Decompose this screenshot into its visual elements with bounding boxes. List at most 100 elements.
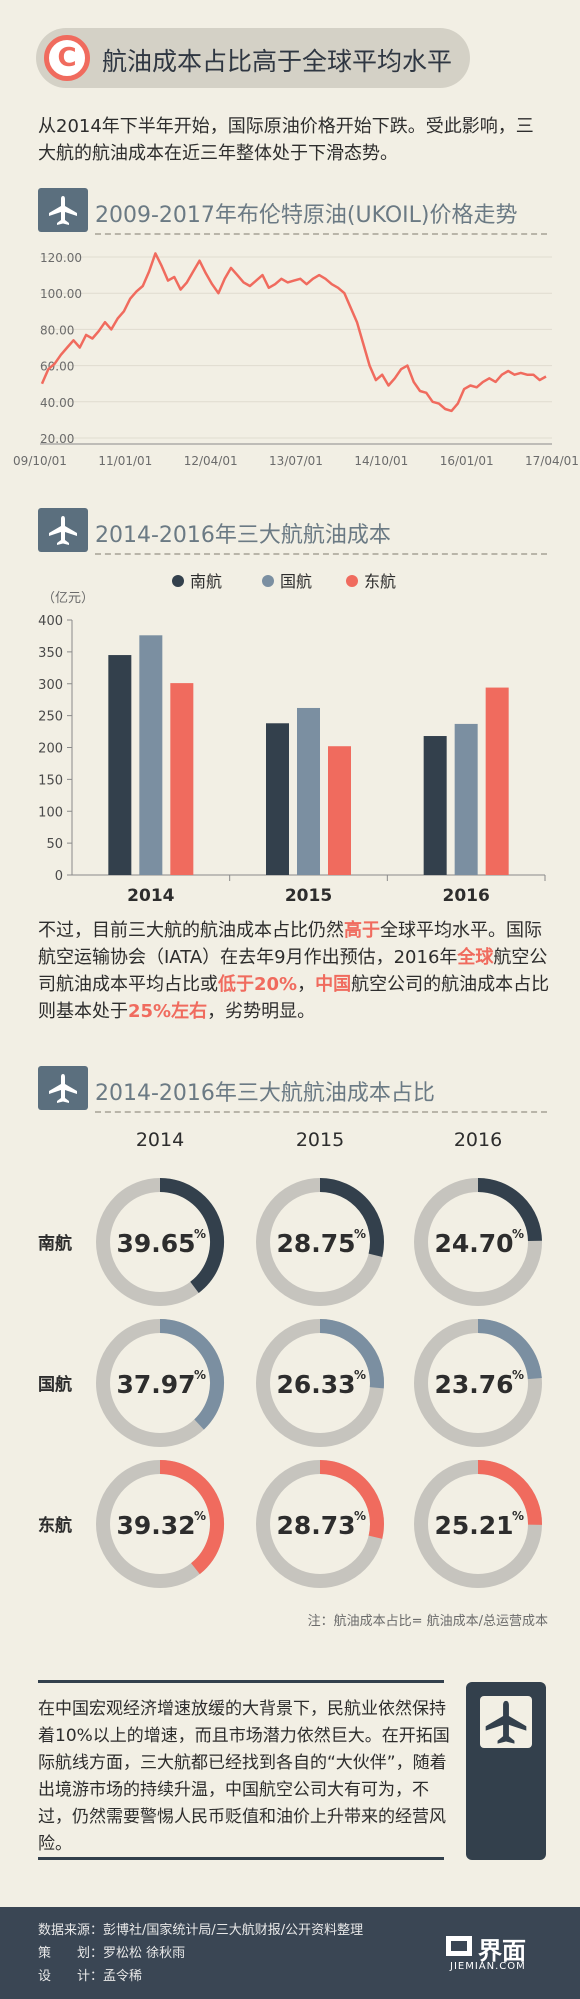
share-unit: % [512, 1509, 524, 1523]
legend-label: 东航 [364, 572, 396, 591]
y-tick-label: 350 [38, 646, 63, 661]
donut-arc [477, 1460, 543, 1525]
share-value: 28.75 [276, 1229, 355, 1258]
donut-arc [319, 1178, 384, 1257]
share-unit: % [512, 1368, 524, 1382]
legend-marker [346, 575, 358, 587]
y-tick-label: 100 [38, 805, 63, 820]
share-unit: % [354, 1509, 366, 1523]
bar [454, 723, 478, 875]
x-tick-label: 11/01/01 [98, 454, 152, 468]
y-tick-label: 400 [38, 614, 63, 629]
category-label: 2014 [127, 886, 174, 905]
footer: 数据来源：彭博社/国家统计局/三大航财报/公开资料整理 策 划：罗松松 徐秋雨 … [0, 1907, 580, 1999]
oil-price-chart: 120.00100.0080.0060.0040.0020.0009/10/01… [13, 251, 579, 468]
category-label: 2016 [443, 886, 490, 905]
section-divider [95, 233, 547, 235]
copyright-badge-icon: C [44, 35, 90, 81]
year-label: 2014 [136, 1129, 184, 1151]
donut-arc [477, 1319, 542, 1380]
share-value: 26.33 [276, 1370, 355, 1399]
logo-mark-icon [446, 1936, 472, 1956]
x-tick-label: 14/10/01 [354, 454, 408, 468]
share-unit: % [354, 1227, 366, 1241]
x-tick-label: 13/07/01 [269, 454, 323, 468]
donut-arc [159, 1178, 224, 1293]
bar [108, 655, 132, 875]
bar [266, 723, 289, 875]
airplane-icon [38, 188, 88, 232]
year-label: 2016 [454, 1129, 502, 1151]
y-axis-unit: （亿元） [42, 591, 94, 606]
planner-credit: 策 划：罗松松 徐秋雨 [38, 1946, 186, 1961]
analysis-paragraph: 不过，目前三大航的航油成本占比仍然高于全球平均水平。国际航空运输协会（IATA）… [38, 920, 550, 1022]
share-value: 37.97 [116, 1370, 195, 1399]
y-tick-label: 80.00 [40, 323, 74, 337]
donut-arc [159, 1319, 224, 1430]
box-rule-bottom [38, 1857, 444, 1860]
bar [297, 707, 320, 875]
y-tick-label: 20.00 [40, 432, 74, 446]
legend-marker [262, 575, 274, 587]
y-tick-label: 100.00 [40, 287, 82, 301]
jiemian-logo[interactable]: 界面 JIEMIAN.COM [444, 1931, 554, 1972]
logo-text: 界面 [478, 1937, 526, 1965]
x-tick-label: 09/10/01 [13, 454, 67, 468]
y-tick-label: 40.00 [40, 396, 74, 410]
fuel-cost-bar-chart: 南航 国航 东航 （亿元） 400 350 300 250 200 150 100 50 0 2014 20… [38, 572, 546, 905]
share-unit: % [194, 1368, 206, 1382]
x-tick-label: 16/01/01 [440, 454, 494, 468]
donut-arc [477, 1178, 542, 1242]
section-divider [95, 553, 547, 555]
y-tick-label: 120.00 [40, 251, 82, 265]
bar [328, 746, 351, 875]
share-value: 39.65 [116, 1229, 195, 1258]
y-tick-label: 50 [46, 837, 63, 852]
bar [423, 736, 447, 875]
share-value: 23.76 [434, 1370, 513, 1399]
oil-section-title: 2009-2017年布伦特原油(UKOIL)价格走势 [95, 203, 518, 228]
y-tick-label: 0 [55, 869, 63, 884]
share-value: 39.32 [116, 1511, 195, 1540]
section-divider [95, 1111, 547, 1113]
y-tick-label: 300 [38, 678, 63, 693]
airplane-icon [466, 1682, 546, 1860]
share-section-title: 2014-2016年三大航航油成本占比 [95, 1081, 435, 1106]
share-unit: % [354, 1368, 366, 1382]
share-unit: % [194, 1509, 206, 1523]
legend-marker [172, 575, 184, 587]
closing-text: 在中国宏观经济增速放缓的大背景下，民航业依然保持着10%以上的增速，而且市场潜力… [38, 1699, 450, 1854]
share-value: 25.21 [434, 1511, 513, 1540]
share-unit: % [194, 1227, 206, 1241]
x-tick-label: 12/04/01 [184, 454, 238, 468]
airline-label: 东航 [38, 1515, 72, 1536]
year-label: 2015 [296, 1129, 344, 1151]
bar [139, 635, 163, 875]
share-value: 24.70 [434, 1229, 513, 1258]
x-tick-label: 17/04/01 [525, 454, 579, 468]
designer-credit: 设 计：孟令稀 [38, 1969, 143, 1984]
donut-arc [319, 1319, 384, 1389]
box-rule-top [38, 1680, 444, 1683]
donut-arc [319, 1460, 384, 1539]
y-tick-label: 200 [38, 742, 63, 757]
airline-label: 国航 [38, 1374, 72, 1395]
page-title: 航油成本占比高于全球平均水平 [102, 47, 453, 76]
category-label: 2015 [285, 886, 332, 905]
series-line [40, 252, 547, 413]
data-source: 数据来源：彭博社/国家统计局/三大航财报/公开资料整理 [38, 1923, 364, 1938]
share-unit: % [512, 1227, 524, 1241]
legend-label: 国航 [280, 572, 312, 591]
legend-label: 南航 [190, 572, 222, 591]
share-value: 28.73 [276, 1511, 355, 1540]
bar [485, 687, 509, 875]
formula-note: 注：航油成本占比= 航油成本/总运营成本 [307, 1614, 548, 1629]
intro-text: 从2014年下半年开始，国际原油价格开始下跌。受此影响，三大航的航油成本在近三年… [38, 116, 534, 164]
airplane-icon [38, 508, 88, 552]
bar [170, 683, 194, 875]
airplane-icon [38, 1066, 88, 1110]
y-tick-label: 150 [38, 773, 63, 788]
title-banner: C 航油成本占比高于全球平均水平 [36, 28, 470, 88]
logo-domain: JIEMIAN.COM [450, 1961, 526, 1972]
